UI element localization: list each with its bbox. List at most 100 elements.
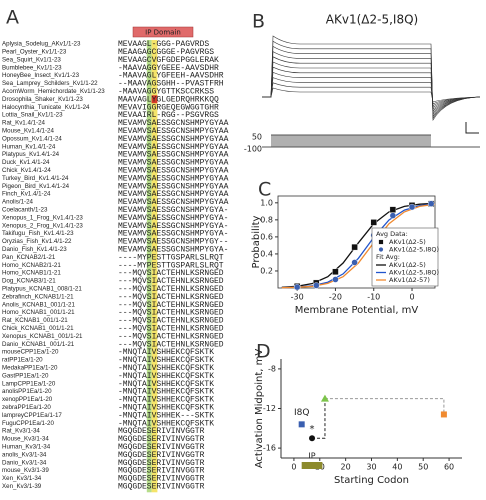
- connector: [312, 398, 326, 439]
- sequence-name: Oryzias_Fish_Kv1.4/1-22: [2, 238, 72, 245]
- sequence-name: Rat_Kv1.4/1-24: [2, 120, 46, 127]
- sequence: MEVAMVSAESSGCNSHMPYGYAA: [118, 143, 229, 152]
- sequence: MEVAMVSAESSGCNSHMPYGYAA: [118, 198, 229, 207]
- sequence-name: Aplysia_Sodelug_AKv1/1-23: [2, 41, 81, 48]
- conserved-column: [146, 40, 152, 493]
- sequence-name: Opossum_Kv1.4/1-24: [2, 135, 62, 142]
- sequence-name: Mouse_Kv3/1-34: [2, 436, 49, 443]
- sequence: MEVAMVSAESSGCNSHMPYGYAA: [118, 167, 229, 176]
- legend-label: AKv1(Δ2-57): [389, 276, 430, 284]
- sequence: MGQGDESERIVINVGGTR: [118, 435, 205, 444]
- sequence-name: Zebrafinch_KCNAB1/1-21: [2, 293, 74, 300]
- current-traces: [262, 35, 481, 122]
- sequence-name: Xen_Kv3/1-39: [2, 483, 42, 490]
- sequence: ---MQVSIACTEHNLKSRNGED: [118, 332, 224, 341]
- scale-bar: [465, 122, 479, 134]
- sequence: MEVAMVSAESSGCNSHMPYGYA-: [118, 230, 228, 239]
- sequence-name: zebraPP1Ea/1-20: [2, 404, 51, 411]
- y-tick-label: 0.6: [260, 232, 273, 241]
- x-axis-label: Starting Codon: [334, 475, 409, 486]
- sequence: -MAAVAGLYGFEEH-AAVSDHR: [118, 72, 224, 81]
- legend-heading: Avg Data:: [376, 230, 408, 238]
- sequence: MGQGDESERIVINVGGTR: [118, 475, 205, 484]
- sequence: MEVAMVSAESSGCNSHMPYGYAA: [118, 135, 229, 144]
- sequence-name: Sea_Squirt_Kv1/1-23: [2, 56, 61, 63]
- sequence-name: FuguCPP1Ea/1-20: [2, 420, 54, 427]
- data-point: [313, 282, 320, 289]
- sequence-name: Xenopus_KCNAB1_001/1-21: [2, 333, 83, 340]
- annotation: I8Q: [294, 408, 309, 418]
- x-tick-label: 60: [444, 463, 454, 472]
- data-point: [378, 247, 384, 252]
- data-point: [389, 206, 397, 213]
- sequence: ----MYPESTTGSPARLSLRQT: [118, 261, 224, 270]
- legend-label: AKv1(Δ2-5,I8Q): [389, 246, 439, 254]
- sequence-name: Danio_KCNAB1_001/1-21: [2, 341, 75, 348]
- sequence: ---MQVSIACTEHNLKSRNGED: [118, 277, 224, 286]
- sequence-name: Rat_Kv3/1-34: [2, 428, 40, 435]
- sequence: MEVAMVSAESSGCNSHMPYGY--: [118, 238, 228, 247]
- sequence: ---MQVSIACTEHNLKSRNGED: [118, 301, 224, 310]
- sequence-name: Takifugu_Fish_Kv1.4/1-23: [2, 230, 74, 237]
- sequence: MEVAMVSAESSGCNSHMPYGYAA: [118, 182, 229, 191]
- sequence: -MNQTAIVSHHEKCQFSKTK: [118, 388, 214, 397]
- sequence: ---MQVSIACTEHNLKSRNGED: [118, 340, 224, 349]
- sequence-name: lampreyCPP1Ea/1-17: [2, 412, 62, 419]
- y-tick-label: -16: [263, 444, 276, 453]
- data-point: [309, 435, 316, 442]
- sequence: MAAVAGLYGLGEDRQHRKKQQ: [118, 95, 219, 104]
- sequence-name: Bumblebee_Kv1/1-23: [2, 64, 62, 71]
- sequence-name: Anolis/1-24: [2, 199, 34, 206]
- sequence-name: Lottia_Snail_Kv1/1-23: [2, 112, 63, 119]
- legend-label: AKv1(Δ2-5,I8Q): [389, 269, 439, 277]
- y-axis-label: Activation Midpoint, mV: [254, 349, 265, 469]
- sequence-name: Pigeon_Bird_Kv1.4/1-24: [2, 183, 70, 190]
- sequence: MEVAAGCVGFGDEPGGLERAK: [118, 56, 219, 65]
- annotation: *: [310, 424, 315, 435]
- sequence-name: Dog_KCNAB3/1-21: [2, 278, 56, 285]
- x-tick-label: -10: [367, 293, 380, 302]
- data-point: [440, 411, 447, 418]
- sequence: -MNQTAIVSHHEKCQFSKTK: [118, 348, 214, 357]
- x-tick-label: 30: [366, 463, 376, 472]
- sequence-name: HoneyBee_Insect_Kv1/1-23: [2, 72, 80, 79]
- sequence-name: Pearl_Oyster_Kv1/1-23: [2, 49, 67, 56]
- sequence-name: Mouse_Kv1.4/1-24: [2, 128, 54, 135]
- data-point: [332, 268, 339, 276]
- sequence: MEVAAIRL-RGG--PSGVRGS: [118, 111, 219, 120]
- panel-label: D: [256, 341, 271, 363]
- x-tick-label: 40: [392, 463, 402, 472]
- sequence: MEVAMVSAESSGCNSHMPYGYA-: [118, 246, 228, 255]
- x-tick-label: 0: [291, 463, 296, 472]
- trace-title: AKv1(Δ2-5,I8Q): [326, 13, 418, 27]
- domain-box: [132, 26, 194, 38]
- sequence-name: Anolis_KCNAB1_001/1-21: [2, 301, 75, 308]
- sequence-name: Human_Kv1.4/1-24: [2, 143, 56, 150]
- sequence-name: xenopPP1Ea/1-20: [2, 396, 53, 403]
- sequence: -MNQTAIVSHHEKCQFSKTK: [118, 356, 214, 365]
- sequence-name: anolisPP1Ea/1-20: [2, 388, 52, 395]
- panel-label: B: [252, 11, 265, 33]
- x-tick-label: 20: [341, 463, 351, 472]
- sequence: ---MQVSIACTEHNLKSRNGED: [118, 285, 224, 294]
- sequence: MEVAMVSAESSGCNSHMPYGYAA: [118, 159, 229, 168]
- sequence: -MNQTAIVSHHEKCQFSKTK: [118, 419, 214, 428]
- sequence: MGQGDESERIVINVGGTR: [118, 483, 205, 492]
- x-tick-label: -30: [291, 293, 304, 302]
- sequence-name: Xen_Kv3/1-34: [2, 475, 42, 482]
- sequence-name: GastPP1Ea/1-20: [2, 372, 49, 379]
- sequence: -MNQTAIVSHHEKCQFSKTK: [118, 372, 214, 381]
- data-point: [293, 283, 301, 291]
- sequence: --MAAVAGSGHH--PVASTFRH: [118, 80, 224, 89]
- data-point: [320, 394, 329, 402]
- conserved-column: [151, 40, 158, 493]
- data-point: [408, 203, 416, 211]
- sequence: MEVAMVSAESSGCNSHMPYGYAA: [118, 174, 229, 183]
- legend-box: [371, 227, 439, 287]
- data-point: [332, 276, 339, 283]
- sequence: MEVAMVSAESSGCNSHMPYGYAA: [118, 119, 229, 128]
- annotation: IP: [308, 452, 315, 461]
- sequence-name: Danio_Fish_Kv1.4/1-23: [2, 246, 67, 253]
- y-tick-label: 0.8: [260, 215, 273, 224]
- data-point: [370, 219, 377, 226]
